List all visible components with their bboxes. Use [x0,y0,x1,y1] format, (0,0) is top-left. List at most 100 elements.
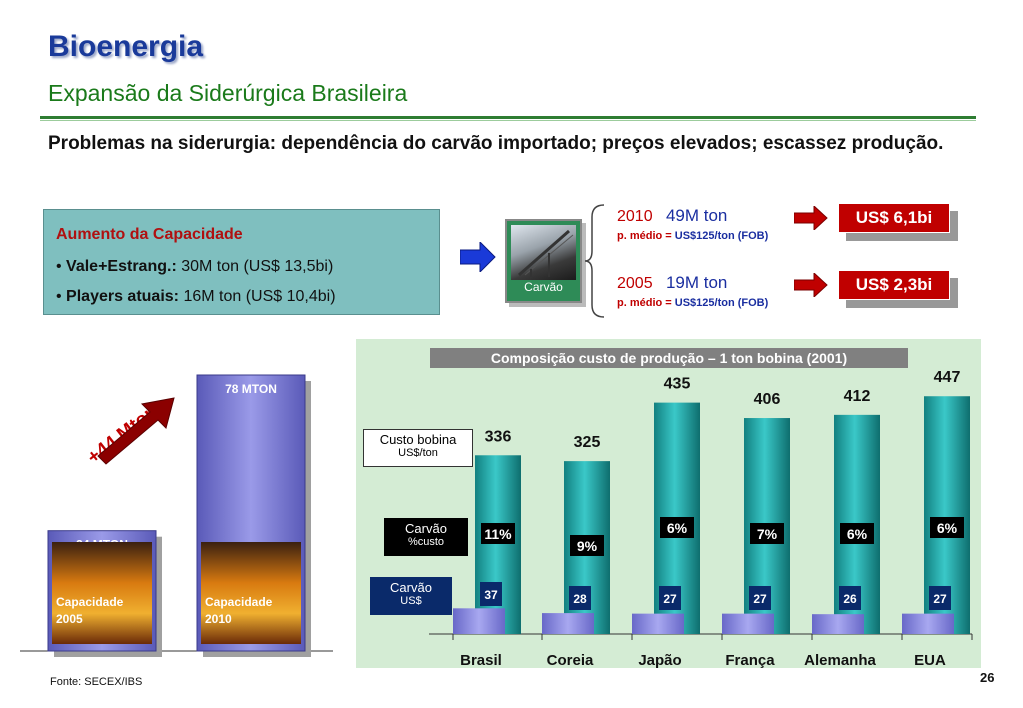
coal-year: 2010 [617,208,653,225]
coal-row-2010: 2010 49M ton [617,206,727,226]
coal-tons: 49M ton [665,206,728,225]
coal-bar [812,614,864,634]
problem-statement: Problemas na siderurgia: dependência do … [48,133,944,154]
coal-bar [453,608,505,634]
capacity-item: • Vale+Estrang.: 30M ton (US$ 13,5bi) [56,258,334,275]
coal-usd-box [569,586,591,610]
legend-coal-pct: Carvão %custo [384,518,468,556]
coal-usd-label: 27 [753,592,767,606]
cost-value-label: 336 [485,428,512,445]
price-value: US$125/ton (FOB) [674,230,769,242]
legend-coal-pct-line2: %custo [407,536,445,548]
legend-cost-line2: US$/ton [398,447,438,459]
title-divider [40,116,976,119]
capacity-bar-year: 2010 [205,612,232,626]
coal-pct-label: 9% [577,538,598,554]
coal-value-2005: US$ 2,3bi [838,270,950,300]
capacity-item-label: Players atuais: [66,288,179,305]
capacity-box: Aumento da Capacidade • Vale+Estrang.: 3… [43,209,440,315]
category-label: França [725,652,775,668]
capacity-item-value: 30M ton (US$ 13,5bi) [176,258,334,275]
legend-coal-pct-line1: Carvão [405,521,447,536]
arrow-right-icon [794,273,828,297]
coal-usd-box [480,582,502,606]
capacity-bar-group: 78 MTON Capacidade 2010 [196,374,311,657]
legend-cost-line1: Custo bobina [379,432,457,447]
coal-pct-label: 7% [757,526,778,542]
price-value: US$125/ton (FOB) [674,297,769,309]
price-label: p. médio = [617,297,672,309]
coal-bar [902,613,954,634]
coal-label: Carvão [524,280,563,294]
category-label: EUA [914,652,946,668]
cost-chart: 336 37 11% Brasil 325 28 9% Coreia 435 27 6% Japão 4… [429,369,973,668]
cost-value-label: 406 [754,391,781,408]
capacity-item: • Players atuais: 16M ton (US$ 10,4bi) [56,288,336,305]
cost-bar [475,455,521,634]
coal-usd-label: 28 [573,592,587,606]
arrow-right-icon [794,206,828,230]
coal-pct-label: 6% [937,520,958,536]
coal-bar [542,613,594,634]
coal-year: 2005 [617,275,653,292]
category-label: Coreia [547,652,594,668]
source-note: Fonte: SECEX/IBS [50,676,143,688]
coal-pct-box [750,523,784,544]
cost-value-label: 447 [934,369,961,386]
legend-coal-usd-line1: Carvão [390,580,432,595]
conveyor-icon [518,229,574,277]
capacity-heading: Aumento da Capacidade [56,226,243,243]
category-label: Brasil [460,652,502,668]
capacity-item-value: 16M ton (US$ 10,4bi) [179,288,336,305]
capacity-bar-label: Capacidade [205,595,273,609]
capacity-item-label: Vale+Estrang.: [66,258,177,275]
coal-usd-label: 26 [843,592,857,606]
page-title: Bioenergia [48,30,204,63]
page-subtitle: Expansão da Siderúrgica Brasileira [48,80,408,106]
coal-pct-label: 6% [847,526,868,542]
coal-usd-box [839,586,861,610]
coal-pct-box [481,523,515,544]
coal-price-2010: p. médio = US$125/ton (FOB) [617,230,768,242]
cost-value-label: 412 [844,388,871,405]
chart-title: Composição custo de produção – 1 ton bob… [430,348,908,368]
coal-usd-box [659,586,681,610]
legend-coal-usd-line2: US$ [400,595,422,607]
capacity-chart: 34 MTONCapacidade200578 MTONCapacidade20… [20,374,333,657]
coal-bar [632,613,684,634]
coal-pct-label: 11% [484,526,512,542]
coal-usd-box [929,586,951,610]
coal-pct-box [570,535,604,556]
title-divider-light [40,120,976,121]
coal-usd-label: 27 [663,592,677,606]
coal-pct-box [660,517,694,538]
arrow-right-icon [460,242,496,272]
coal-pile-image [511,225,576,280]
growth-arrow-icon [97,397,175,465]
brace-icon [584,204,605,318]
category-label: Japão [638,652,681,668]
coal-value-2010: US$ 6,1bi [838,203,950,233]
coal-row-2005: 2005 19M ton [617,273,727,293]
coal-pct-label: 6% [667,520,688,536]
capacity-bar-value: 78 MTON [225,382,277,396]
legend-cost: Custo bobina US$/ton [363,429,473,467]
price-label: p. médio = [617,230,672,242]
legend-coal-usd: Carvão US$ [370,577,452,615]
coal-pct-box [840,523,874,544]
furnace-image [52,542,152,644]
coal-usd-box [749,586,771,610]
cost-value-label: 435 [664,376,691,393]
capacity-bar-group: 34 MTONCapacidade2005 [47,530,162,657]
capacity-bar-year: 2005 [56,612,83,626]
coal-image-card: Carvão [505,219,582,303]
coal-tons: 19M ton [665,273,728,292]
coal-bar [722,613,774,634]
cost-value-label: 325 [574,434,601,451]
coal-pct-box [930,517,964,538]
capacity-bar-label: Capacidade [56,595,124,609]
category-label: Alemanha [804,652,876,668]
furnace-image [201,542,301,644]
coal-usd-label: 27 [933,592,947,606]
coal-usd-label: 37 [484,588,498,602]
